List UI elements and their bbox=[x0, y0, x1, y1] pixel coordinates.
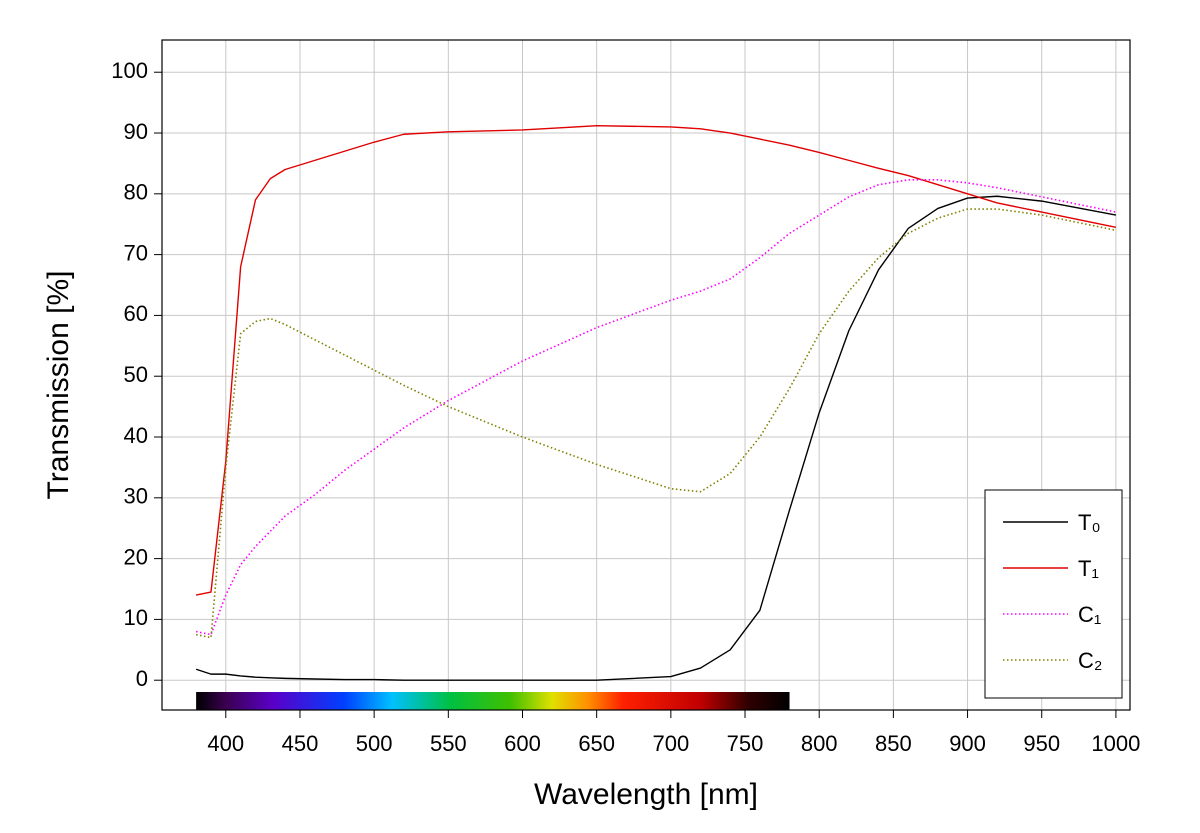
y-tick-label: 90 bbox=[124, 119, 148, 144]
x-tick-label: 750 bbox=[727, 731, 764, 756]
legend-label: C₁ bbox=[1078, 602, 1101, 627]
legend-label: C₂ bbox=[1078, 648, 1102, 673]
legend-label: T₁ bbox=[1078, 556, 1099, 581]
series-line bbox=[195, 125, 1117, 596]
x-tick-label: 550 bbox=[430, 731, 467, 756]
spectrum-bar bbox=[196, 692, 790, 710]
x-tick-label: 900 bbox=[949, 731, 986, 756]
x-tick-label: 450 bbox=[282, 731, 319, 756]
y-tick-label: 50 bbox=[124, 362, 148, 387]
y-tick-label: 0 bbox=[136, 666, 148, 691]
x-tick-label: 1000 bbox=[1091, 731, 1140, 756]
series-line bbox=[195, 179, 1117, 636]
y-tick-label: 80 bbox=[124, 180, 148, 205]
y-tick-label: 10 bbox=[124, 605, 148, 630]
x-tick-label: 700 bbox=[652, 731, 689, 756]
y-tick-label: 20 bbox=[124, 544, 148, 569]
legend-box bbox=[984, 489, 1123, 699]
y-axis-title: Transmission [%] bbox=[42, 271, 75, 500]
y-tick-label: 30 bbox=[124, 484, 148, 509]
x-tick-label: 400 bbox=[207, 731, 244, 756]
y-tick-label: 60 bbox=[124, 301, 148, 326]
x-axis-title: Wavelength [nm] bbox=[534, 778, 758, 811]
x-tick-label: 500 bbox=[356, 731, 393, 756]
x-tick-label: 850 bbox=[875, 731, 912, 756]
x-tick-label: 950 bbox=[1023, 731, 1060, 756]
legend-label: T₀ bbox=[1078, 510, 1101, 535]
x-tick-label: 600 bbox=[504, 731, 541, 756]
y-tick-label: 40 bbox=[124, 423, 148, 448]
x-tick-label: 650 bbox=[578, 731, 615, 756]
plot-frame bbox=[161, 39, 1131, 711]
series-line bbox=[195, 195, 1117, 681]
series-line bbox=[195, 208, 1117, 639]
x-tick-label: 800 bbox=[801, 731, 838, 756]
y-tick-label: 70 bbox=[124, 240, 148, 265]
y-tick-label: 100 bbox=[111, 58, 148, 83]
